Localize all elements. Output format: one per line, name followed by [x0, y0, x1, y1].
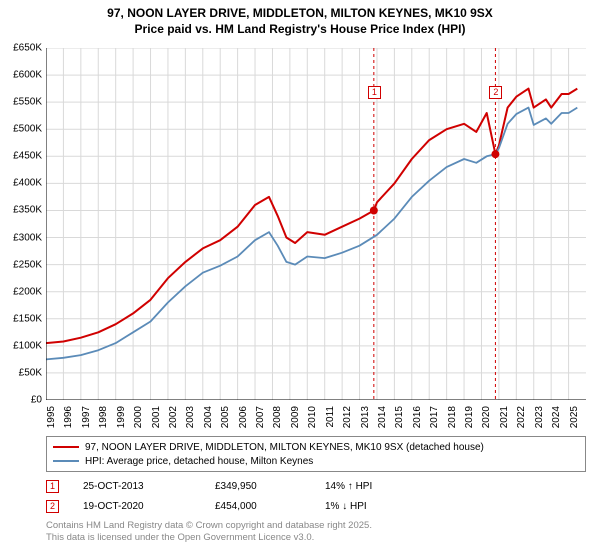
sale-marker-number: 2 — [46, 500, 59, 513]
footer-line-2: This data is licensed under the Open Gov… — [46, 532, 372, 544]
y-tick-label: £0 — [31, 395, 42, 406]
x-tick-label: 2016 — [412, 406, 423, 428]
y-tick-label: £350K — [13, 205, 42, 216]
y-tick-label: £600K — [13, 70, 42, 81]
y-tick-label: £650K — [13, 43, 42, 54]
sale-delta: 1% ↓ HPI — [325, 501, 367, 512]
sale-price: £454,000 — [215, 501, 325, 512]
sale-date: 25-OCT-2013 — [83, 481, 215, 492]
x-tick-label: 2010 — [307, 406, 318, 428]
y-tick-label: £50K — [19, 367, 42, 378]
chart-container: 97, NOON LAYER DRIVE, MIDDLETON, MILTON … — [0, 0, 600, 560]
x-tick-label: 2023 — [534, 406, 545, 428]
y-tick-label: £100K — [13, 340, 42, 351]
x-tick-label: 2001 — [151, 406, 162, 428]
y-tick-label: £200K — [13, 286, 42, 297]
legend-box: 97, NOON LAYER DRIVE, MIDDLETON, MILTON … — [46, 436, 586, 472]
x-tick-label: 2019 — [464, 406, 475, 428]
title-line-1: 97, NOON LAYER DRIVE, MIDDLETON, MILTON … — [0, 6, 600, 22]
footer-text: Contains HM Land Registry data © Crown c… — [46, 520, 372, 544]
y-tick-label: £400K — [13, 178, 42, 189]
sale-price: £349,950 — [215, 481, 325, 492]
x-tick-label: 2024 — [551, 406, 562, 428]
x-tick-label: 2003 — [185, 406, 196, 428]
x-tick-label: 2021 — [499, 406, 510, 428]
x-tick-label: 2009 — [290, 406, 301, 428]
x-tick-label: 2013 — [360, 406, 371, 428]
chart-plot-area: 12 — [46, 48, 586, 400]
y-axis-labels: £0£50K£100K£150K£200K£250K£300K£350K£400… — [0, 48, 44, 400]
chart-sale-marker: 2 — [489, 86, 502, 99]
x-tick-label: 1996 — [63, 406, 74, 428]
x-tick-label: 1998 — [98, 406, 109, 428]
legend-item: 97, NOON LAYER DRIVE, MIDDLETON, MILTON … — [53, 440, 579, 454]
y-tick-label: £250K — [13, 259, 42, 270]
x-tick-label: 2011 — [325, 406, 336, 428]
y-tick-label: £500K — [13, 124, 42, 135]
x-tick-label: 1995 — [46, 406, 57, 428]
x-tick-label: 2012 — [342, 406, 353, 428]
legend-swatch — [53, 446, 79, 449]
y-tick-label: £150K — [13, 313, 42, 324]
x-tick-label: 2005 — [220, 406, 231, 428]
x-tick-label: 2000 — [133, 406, 144, 428]
x-tick-label: 2008 — [272, 406, 283, 428]
sales-table: 1 25-OCT-2013£349,95014% ↑ HPI 2 19-OCT-202… — [46, 476, 586, 516]
sale-date: 19-OCT-2020 — [83, 501, 215, 512]
x-tick-label: 2017 — [429, 406, 440, 428]
legend-label: 97, NOON LAYER DRIVE, MIDDLETON, MILTON … — [85, 442, 484, 453]
x-tick-label: 2006 — [238, 406, 249, 428]
x-tick-label: 2022 — [516, 406, 527, 428]
sale-delta: 14% ↑ HPI — [325, 481, 372, 492]
x-tick-label: 2018 — [447, 406, 458, 428]
x-axis-labels: 1995 1996 1997 1998 1999 2000 2001 2002 2003 2004… — [46, 400, 586, 430]
x-tick-label: 2015 — [394, 406, 405, 428]
x-tick-label: 2002 — [168, 406, 179, 428]
chart-title: 97, NOON LAYER DRIVE, MIDDLETON, MILTON … — [0, 0, 600, 37]
legend-label: HPI: Average price, detached house, Milt… — [85, 456, 313, 467]
x-tick-label: 2025 — [569, 406, 580, 428]
y-tick-label: £450K — [13, 151, 42, 162]
sale-marker-number: 1 — [46, 480, 59, 493]
y-tick-label: £300K — [13, 232, 42, 243]
x-tick-label: 2020 — [481, 406, 492, 428]
sale-row: 2 19-OCT-2020£454,0001% ↓ HPI — [46, 496, 586, 516]
title-line-2: Price paid vs. HM Land Registry's House … — [0, 22, 600, 38]
chart-svg — [46, 48, 586, 400]
y-tick-label: £550K — [13, 97, 42, 108]
legend-item: HPI: Average price, detached house, Milt… — [53, 454, 579, 468]
x-tick-label: 2014 — [377, 406, 388, 428]
sale-row: 1 25-OCT-2013£349,95014% ↑ HPI — [46, 476, 586, 496]
x-tick-label: 2007 — [255, 406, 266, 428]
legend-swatch — [53, 460, 79, 462]
x-tick-label: 2004 — [203, 406, 214, 428]
x-tick-label: 1997 — [81, 406, 92, 428]
x-tick-label: 1999 — [116, 406, 127, 428]
footer-line-1: Contains HM Land Registry data © Crown c… — [46, 520, 372, 532]
chart-sale-marker: 1 — [368, 86, 381, 99]
